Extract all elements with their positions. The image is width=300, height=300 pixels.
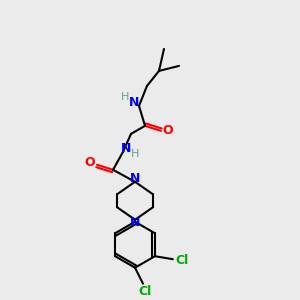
Text: Cl: Cl (138, 285, 152, 298)
Text: H: H (121, 92, 129, 102)
Text: N: N (130, 172, 140, 185)
Text: Cl: Cl (175, 254, 188, 267)
Text: O: O (85, 156, 95, 169)
Text: O: O (163, 124, 173, 137)
Text: N: N (130, 216, 140, 229)
Text: H: H (131, 149, 139, 159)
Text: N: N (129, 96, 139, 110)
Text: N: N (121, 142, 131, 155)
